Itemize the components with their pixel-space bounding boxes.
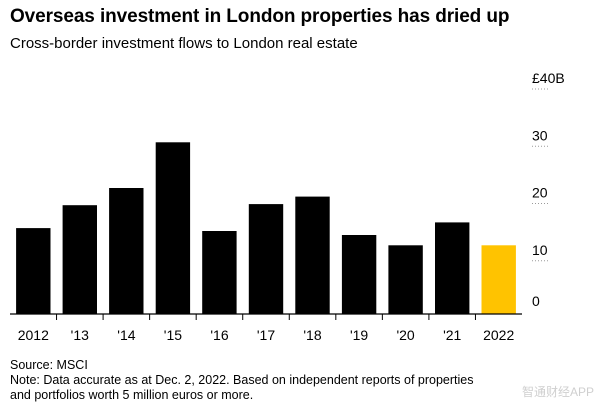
x-tick-label: 2022 [483, 327, 514, 343]
bar [341, 235, 377, 314]
y-tick-label: 30 [532, 127, 548, 143]
footnote-line-1: Note: Data accurate as at Dec. 2, 2022. … [10, 373, 474, 387]
bar [248, 204, 284, 314]
bar [388, 245, 423, 314]
x-tick-label: '17 [257, 327, 275, 343]
bars-group [16, 142, 516, 315]
footnote-line-2: and portfolios worth 5 million euros or … [10, 388, 254, 402]
y-tick-label: 0 [532, 293, 540, 309]
y-tick-label: 20 [532, 185, 548, 201]
bar [435, 222, 470, 314]
bar-highlighted [481, 245, 516, 314]
chart-subtitle: Cross-border investment flows to London … [10, 35, 358, 52]
y-tick-label: £40B [532, 70, 565, 86]
bar [109, 188, 144, 314]
source-note: Source: MSCI [10, 358, 88, 372]
x-tick-label: 2012 [18, 327, 49, 343]
bar-chart: 0 10 20 30 £40B 2012 '13 '14 '15 '16 '17 '18 '19 '20… [10, 70, 565, 343]
chart-title: Overseas investment in London properties… [10, 6, 510, 27]
x-axis: 2012 '13 '14 '15 '16 '17 '18 '19 '20 '21 2022 [10, 313, 522, 343]
y-axis: 0 10 20 30 £40B [532, 70, 565, 309]
x-tick-label: '21 [443, 327, 461, 343]
chart-footer: Source: MSCI Note: Data accurate as at D… [10, 358, 473, 403]
x-tick-label: '13 [71, 327, 89, 343]
x-tick-label: '14 [117, 327, 135, 343]
bar [295, 196, 330, 314]
watermark: 智通财经APP [521, 385, 594, 399]
bar [62, 205, 97, 314]
y-tick-label: 10 [532, 242, 548, 258]
x-tick-label: '19 [350, 327, 368, 343]
x-tick-label: '16 [210, 327, 228, 343]
bar [202, 231, 237, 314]
x-tick-label: '20 [396, 327, 414, 343]
bar [155, 142, 191, 315]
bar [16, 228, 51, 314]
x-tick-label: '18 [303, 327, 321, 343]
x-tick-label: '15 [164, 327, 182, 343]
